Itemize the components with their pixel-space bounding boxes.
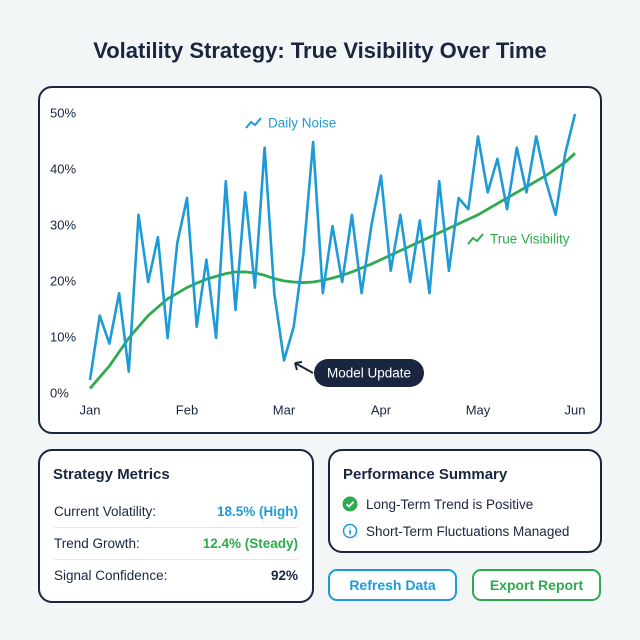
y-tick-label: 30% (50, 217, 76, 232)
metric-label: Current Volatility: (54, 503, 157, 519)
metric-label: Trend Growth: (54, 535, 140, 551)
metrics-title: Strategy Metrics (53, 466, 170, 483)
y-tick-label: 40% (50, 161, 76, 176)
series-icon (467, 233, 484, 245)
annotation-box (314, 359, 424, 387)
check-icon (342, 496, 358, 512)
export-button[interactable]: Export Report (472, 569, 601, 601)
summary-item: Short-Term Fluctuations Managed (342, 523, 569, 539)
metric-value: 92% (270, 567, 298, 583)
x-tick-label: Jun (565, 402, 586, 417)
refresh-button[interactable]: Refresh Data (328, 569, 457, 601)
y-tick-label: 20% (50, 273, 76, 288)
series-line (88, 113, 577, 381)
metric-value: 18.5% (High) (216, 503, 298, 519)
info-icon (342, 523, 358, 539)
summary-text: Long-Term Trend is Positive (366, 496, 534, 512)
metrics-card: Strategy Metrics Current Volatility: 18.5… (38, 449, 314, 603)
metric-value: 12.4% (Steady) (202, 535, 298, 551)
y-tick-label: 50% (50, 105, 76, 120)
metric-label: Signal Confidence: (54, 567, 168, 583)
y-tick-label: 0% (50, 385, 69, 400)
summary-item: Long-Term Trend is Positive (342, 496, 533, 512)
annotation-arrow (294, 361, 314, 374)
x-tick-label: May (466, 402, 491, 417)
series-icon (245, 117, 262, 129)
x-tick-label: Feb (176, 402, 198, 417)
page-title: Volatility Strategy: True Visibility Ove… (93, 38, 547, 63)
y-tick-label: 10% (50, 329, 76, 344)
x-tick-label: Apr (371, 402, 392, 417)
x-tick-label: Mar (273, 402, 296, 417)
summary-title: Performance Summary (343, 466, 508, 483)
annotation-text: Model Update (327, 366, 411, 381)
summary-text: Short-Term Fluctuations Managed (366, 523, 570, 539)
series-label: Daily Noise (268, 116, 336, 131)
metric-row: Current Volatility: 18.5% (High) (54, 495, 298, 528)
x-tick-label: Jan (80, 402, 101, 417)
summary-card: Performance Summary Long-Term Trend is P… (328, 449, 602, 553)
series-label: True Visibility (490, 232, 570, 247)
metric-row: Trend Growth: 12.4% (Steady) (54, 527, 298, 560)
metric-row: Signal Confidence: 92% (54, 559, 298, 591)
